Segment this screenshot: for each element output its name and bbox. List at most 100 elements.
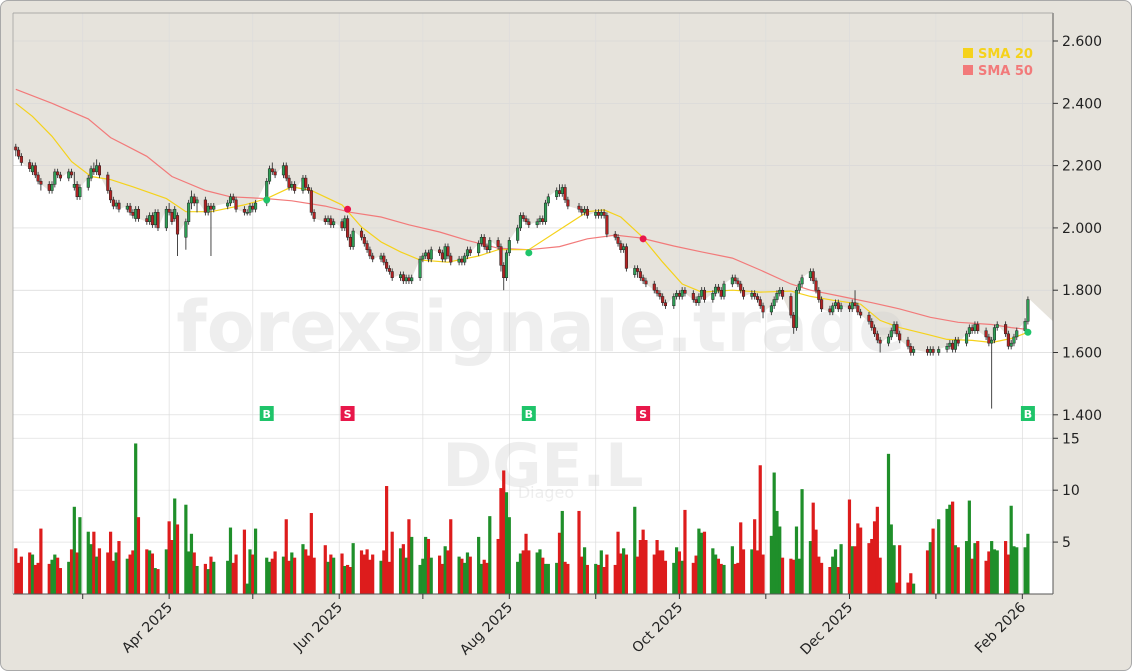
candle-body [457, 258, 461, 263]
candle-body [563, 187, 567, 201]
candle [616, 234, 620, 247]
candle [359, 227, 364, 241]
candle-body [203, 199, 207, 213]
watermark-symbol: DGE.L [442, 431, 643, 501]
date-tick-label: Jun 2025 [290, 600, 346, 656]
candle-body [895, 324, 899, 335]
price-tick-label: 2.600 [1062, 34, 1102, 50]
candle-body [976, 324, 980, 331]
candle [156, 209, 160, 232]
candle [820, 296, 824, 313]
volume-bar [741, 549, 746, 594]
candle [488, 237, 492, 253]
candle [636, 265, 640, 278]
volume-bar [976, 541, 980, 594]
candle-body [14, 146, 18, 151]
candle-body [948, 342, 952, 347]
volume-bar [92, 531, 96, 594]
candle [736, 277, 740, 288]
candle [212, 203, 216, 213]
candle-body [1006, 333, 1010, 347]
volume-bar [167, 521, 171, 594]
candle-body [560, 187, 564, 194]
volume-bar [828, 567, 832, 594]
candle [78, 184, 82, 200]
candle [521, 212, 525, 222]
volume-bar [340, 553, 344, 594]
candle-body [636, 268, 640, 272]
candle [797, 280, 801, 294]
buy-marker [521, 406, 536, 421]
candle-body [58, 174, 62, 179]
volume-bar [546, 563, 550, 594]
volume-bar [345, 564, 350, 594]
candle-body [965, 333, 969, 344]
volume-bar [50, 559, 54, 594]
candle-body [47, 184, 51, 191]
candle-body [596, 212, 601, 216]
candle [661, 293, 665, 306]
candle-body [1004, 324, 1008, 335]
volume-bar [192, 552, 196, 594]
candle-body [17, 149, 21, 157]
volume-bar [577, 510, 581, 594]
candle-body [128, 205, 132, 213]
candle-body [633, 268, 637, 275]
candle-body [504, 252, 509, 279]
candle-body [1012, 336, 1016, 344]
candle [995, 321, 999, 331]
candle-body [594, 212, 598, 216]
candle [507, 237, 511, 256]
volume-bar [945, 508, 949, 594]
volume-bar [502, 470, 506, 594]
volume-bar [267, 561, 272, 594]
volume-bar [75, 552, 79, 594]
volume-bar [488, 516, 492, 594]
volume-bar [30, 554, 35, 594]
volume-bar [14, 548, 18, 594]
legend-label-sma50: SMA 50 [978, 64, 1033, 79]
volume-bar [175, 524, 180, 594]
volume-bar [644, 540, 648, 594]
candle [992, 324, 996, 344]
volume-bar [312, 557, 316, 594]
candle [886, 333, 891, 347]
candle-body [109, 190, 113, 201]
candle [293, 181, 297, 194]
candle-body [847, 305, 852, 310]
candle-body [602, 212, 606, 216]
volume-bar [780, 557, 785, 594]
volume-bar [987, 551, 991, 594]
volume-bar [53, 554, 57, 594]
candle [722, 280, 726, 300]
candle-body [301, 177, 305, 191]
candle-body [817, 289, 821, 300]
candle-body [992, 327, 996, 341]
volume-bar [663, 560, 668, 594]
volume-bar [635, 556, 640, 594]
candle [697, 293, 701, 306]
volume-bar [86, 531, 90, 594]
candle [683, 287, 687, 297]
candle-body [111, 199, 115, 207]
candle [758, 296, 762, 309]
volume-bar [465, 552, 470, 594]
volume-bar [228, 527, 233, 594]
candle-body [67, 171, 71, 179]
candle [284, 162, 288, 182]
volume-bar [111, 560, 115, 594]
candle-body [987, 336, 991, 344]
volume-bar [711, 548, 715, 594]
candle-body [761, 305, 765, 313]
candle [287, 174, 291, 191]
candle-body [990, 339, 994, 344]
volume-bar [992, 549, 997, 594]
volume-tick-label: 15 [1062, 431, 1080, 447]
volume-bar [371, 554, 375, 594]
volume-bar [323, 545, 327, 594]
volume-bar [421, 558, 425, 594]
volume-bar [95, 556, 99, 594]
volume-bar [769, 535, 773, 594]
volume-bar [446, 550, 450, 594]
candle [965, 330, 969, 347]
